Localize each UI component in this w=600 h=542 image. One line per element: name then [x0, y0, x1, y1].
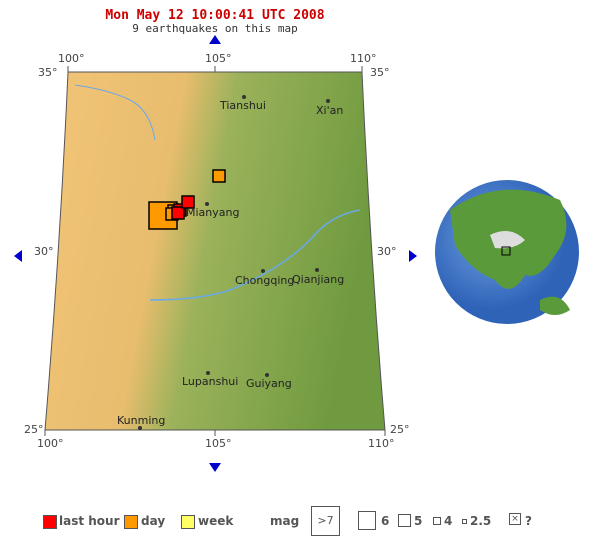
- tick-left: 35°: [38, 66, 58, 79]
- legend-label: week: [198, 514, 234, 528]
- legend-label: ?: [525, 514, 532, 528]
- city-label: Kunming: [117, 414, 166, 427]
- river: [74, 84, 156, 141]
- unknown-mag-icon: ×: [509, 513, 521, 525]
- city-label: Qianjiang: [292, 273, 345, 286]
- legend-label: last hour: [59, 514, 120, 528]
- tick-right: 30°: [377, 245, 397, 258]
- continent: [490, 231, 525, 249]
- legend-label: 5: [414, 514, 423, 528]
- tick-bottom: 100°: [37, 437, 64, 450]
- tick-top: 110°: [350, 52, 377, 65]
- legend-label: day: [141, 514, 166, 528]
- pan-north-arrow[interactable]: [209, 35, 221, 44]
- city-label: Chongqing: [235, 274, 295, 287]
- legend-label: 4: [444, 514, 453, 528]
- legend-label: mag: [270, 514, 300, 528]
- mag-2-5-box: [462, 519, 467, 524]
- pan-east-arrow[interactable]: [409, 250, 417, 262]
- city-label: Tianshui: [220, 99, 266, 112]
- map-title: Mon May 12 10:00:41 UTC 2008: [105, 8, 325, 23]
- earthquake-marker[interactable]: [212, 169, 226, 183]
- tick-left: 30°: [34, 245, 54, 258]
- legend-label: 6: [381, 514, 390, 528]
- earthquake-marker[interactable]: [171, 206, 185, 220]
- pan-south-arrow[interactable]: [209, 463, 221, 472]
- city-label: Xi'an: [316, 104, 344, 117]
- legend-label: 2.5: [470, 514, 492, 528]
- mag-5-box: [398, 514, 411, 527]
- globe-map-extent: [501, 246, 511, 256]
- river: [149, 209, 361, 301]
- legend-swatch-last-hour: [43, 515, 57, 529]
- tick-top: 105°: [205, 52, 232, 65]
- city-label: Guiyang: [246, 377, 292, 390]
- mag-4-box: [433, 517, 441, 525]
- legend-swatch-day: [124, 515, 138, 529]
- tick-bottom: 105°: [205, 437, 232, 450]
- continent: [540, 296, 570, 315]
- city-label: Mianyang: [186, 206, 240, 219]
- tick-right: 35°: [370, 66, 390, 79]
- pan-west-arrow[interactable]: [14, 250, 22, 262]
- tick-left: 25°: [24, 423, 44, 436]
- tick-right: 25°: [390, 423, 410, 436]
- map-svg: [14, 35, 579, 472]
- mag-7-box: >7: [311, 506, 340, 536]
- tick-bottom: 110°: [368, 437, 395, 450]
- mag-6-box: [358, 511, 376, 530]
- map-subtitle: 9 earthquakes on this map: [132, 22, 298, 35]
- legend-swatch-week: [181, 515, 195, 529]
- tick-top: 100°: [58, 52, 85, 65]
- earthquake-marker[interactable]: [181, 195, 195, 209]
- city-label: Lupanshui: [182, 375, 239, 388]
